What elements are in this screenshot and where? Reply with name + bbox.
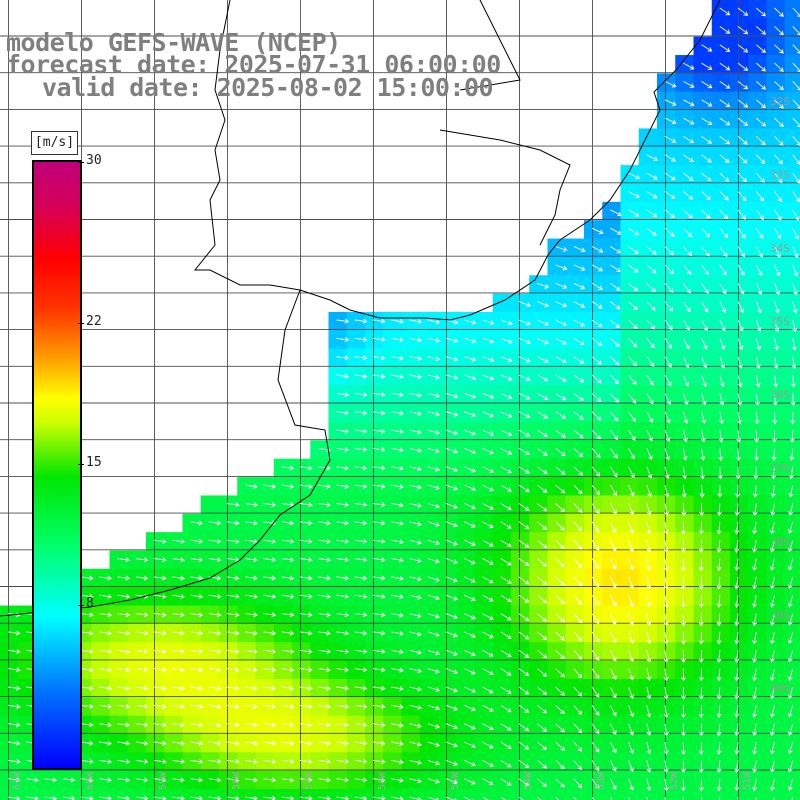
lat-label: 33S [770,168,790,181]
wind-arrows [7,7,800,800]
coastline [0,0,721,617]
colorbar-tick-label: 30 [86,153,102,168]
lon-label: 60W [85,771,96,790]
lon-label: 56W [377,771,388,790]
lon-label: 51W [742,771,753,790]
colorbar-units: [m/s] [31,131,78,155]
longitude-labels: 61W 60W 59W 58W 57W 56W 55W 54W 53W 52W 51W [12,771,753,790]
colorbar-tick-mark [78,323,84,325]
lon-label: 57W [304,771,315,790]
lon-label: 61W [12,771,23,790]
colorbar-tick-label: 8 [86,595,94,611]
colorbar-tick-mark [78,464,84,465]
lon-label: 52W [669,771,680,790]
lat-label: 36S [770,389,790,402]
forecast-date: forecast date: 2025-07-31 06:00:00 [6,50,501,79]
valid-date: valid date: 2025-08-02 15:00:00 [42,73,494,102]
colorbar-tick-label: 22 [86,314,102,330]
model-title: modelo GEFS-WAVE (NCEP) [6,28,341,57]
lat-label: 32S [770,95,790,108]
lat-label: 39S [770,609,790,622]
latitude-labels: 32S 33S 34S 35S 36S 37S 38S 39S 40S [770,95,790,695]
lat-label: 37S [770,462,790,475]
lon-label: 55W [450,771,461,790]
lon-label: 53W [596,771,607,790]
colorbar [32,160,82,770]
lat-label: 38S [770,535,790,548]
colorbar-tick-mark [78,162,84,163]
lat-label: 40S [770,682,790,695]
lon-label: 54W [523,771,534,790]
lat-label: 35S [770,315,790,328]
lon-label: 58W [231,771,242,790]
lon-label: 59W [158,771,169,790]
lat-label: 34S [770,242,790,255]
colorbar-tick-label: 15 [86,455,102,470]
colorbar-tick-mark [78,604,84,606]
